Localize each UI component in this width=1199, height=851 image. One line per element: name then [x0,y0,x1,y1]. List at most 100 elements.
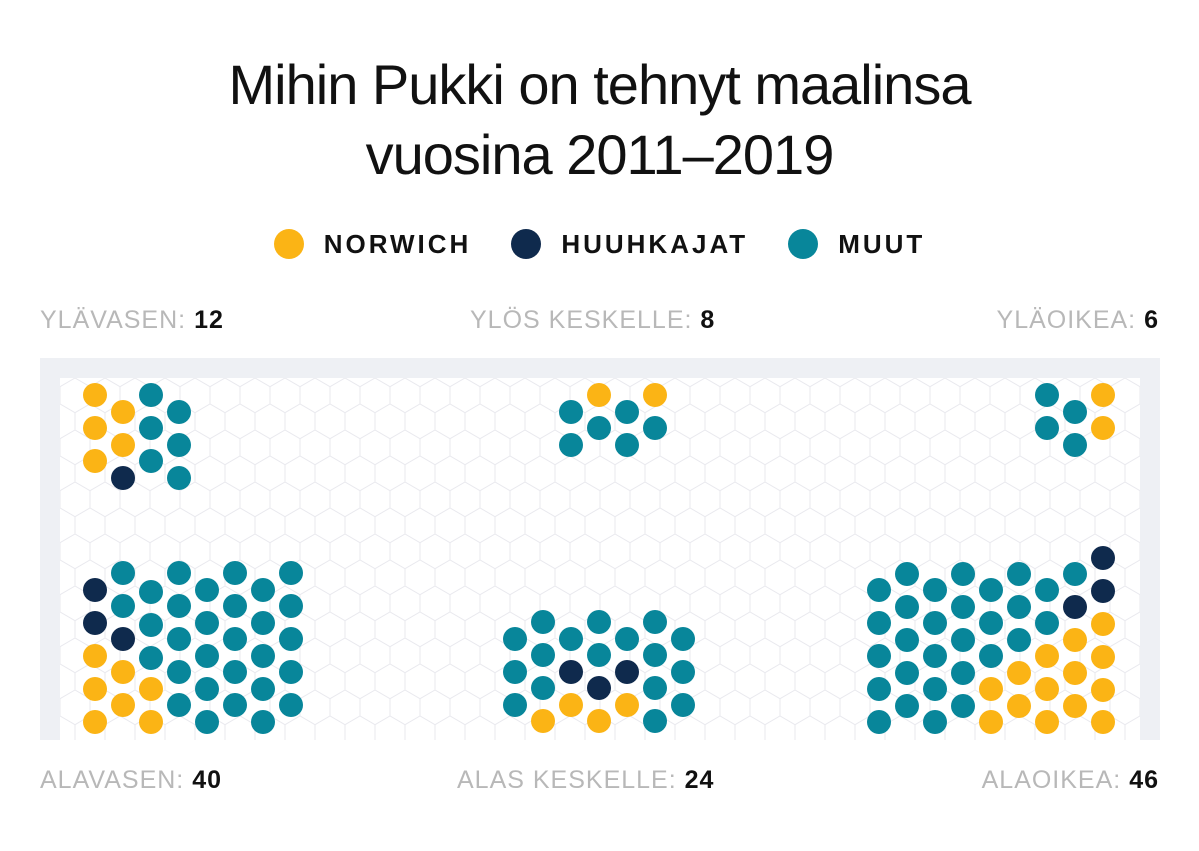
legend-dot-muut [788,229,819,259]
goal-dot-alaoikea-43 [1091,612,1115,636]
goal-dot-alavasen-8 [111,627,135,651]
zone-name-bottom-right: ALAOIKEA: [981,766,1122,794]
goal-dot-alavasen-35 [279,627,303,651]
zone-name-bottom-center: ALAS KESKELLE: [457,766,677,794]
goal-dot-alaoikea-27 [1007,595,1031,619]
goal-dot-alaoikea-36 [1063,562,1087,586]
goal-dot-alaoikea-39 [1063,661,1087,685]
goal-dot-alaoikea-30 [1007,694,1031,718]
goal-dots [83,383,1115,734]
goal-dot-alaoikea-15 [923,710,947,734]
zone-count-bottom-right: 46 [1129,766,1159,794]
goal-dot-yl-s-keskelle-5 [615,400,639,424]
goal-dot-alavasen-36 [279,594,303,618]
goal-dot-alaoikea-8 [895,628,919,652]
goal-dot-alaoikea-11 [923,578,947,602]
goal-dot-yl-vasen-4 [111,400,135,424]
legend-dot-norwich [273,229,304,259]
goal-dot-alas-keskelle-20 [643,676,667,700]
goal-dot-alavasen-28 [251,710,275,734]
goal-dot-alavasen-37 [279,561,303,585]
goal-dot-alaoikea-31 [1035,578,1059,602]
goal-dot-alaoikea-29 [1007,661,1031,685]
goal-dot-alaoikea-10 [895,694,919,718]
goal-dot-alas-keskelle-22 [671,660,695,684]
goal-dot-alavasen-29 [251,677,275,701]
goal-dot-alas-keskelle-19 [643,643,667,667]
goal-dot-alas-keskelle-7 [531,709,555,733]
goal-dot-alas-keskelle-15 [615,627,639,651]
goal-dot-alaoikea-5 [867,710,891,734]
zone-count-top-center: 8 [700,306,716,334]
legend-dot-huuhkajat [511,229,542,259]
legend-item-muut: MUUT [788,229,925,260]
zone-count-top-right: 6 [1144,306,1159,334]
goal-dot-alas-keskelle-24 [643,709,667,733]
zone-name-bottom-left: ALAVASEN: [40,766,185,794]
goal-dot-alaoikea-4 [867,677,891,701]
goal-dot-yl-s-keskelle-6 [615,433,639,457]
legend-label-huuhkajat: HUUHKAJAT [561,228,749,259]
goal-dot-alavasen-19 [195,677,219,701]
goal-dot-yl-vasen-3 [83,449,107,473]
goal-dot-yl-oikea-5 [1091,383,1115,407]
zone-label-top-left: YLÄVASEN: 12 [40,306,224,335]
chart-title-line-1: Mihin Pukki on tehnyt maalinsa [228,53,972,116]
goal-dot-alavasen-22 [195,578,219,602]
goal-dot-yl-s-keskelle-8 [643,416,667,440]
goal-dot-alas-keskelle-21 [671,627,695,651]
goal-dot-alavasen-4 [83,611,107,635]
goal-dot-yl-s-keskelle-3 [587,383,611,407]
goal-dot-alavasen-9 [111,594,135,618]
goal-dot-alavasen-14 [167,660,191,684]
goal-dot-alavasen-33 [279,693,303,717]
goal-dot-alas-keskelle-2 [503,660,527,684]
goal-dot-alaoikea-28 [1007,628,1031,652]
goal-dot-alas-keskelle-13 [587,676,611,700]
goal-dot-alavasen-21 [195,611,219,635]
goal-dot-alavasen-17 [167,561,191,585]
goal-dot-alas-keskelle-14 [587,709,611,733]
goal-dot-alaoikea-44 [1091,645,1115,669]
goal-dot-alavasen-10 [111,561,135,585]
goal-dot-alavasen-18 [195,710,219,734]
zone-count-bottom-left: 40 [192,766,223,794]
goal-dot-alas-keskelle-9 [559,660,583,684]
goal-dot-alavasen-30 [251,644,275,668]
goal-dot-alaoikea-35 [1035,710,1059,734]
zone-label-bottom-right: ALAOIKEA: 46 [982,766,1159,795]
goal-dot-alas-keskelle-1 [503,627,527,651]
goal-dot-alaoikea-23 [979,644,1003,668]
goal-dot-alavasen-32 [251,578,275,602]
goal-dot-alas-keskelle-5 [531,643,555,667]
goal-dot-alas-keskelle-11 [587,610,611,634]
zone-count-bottom-center: 24 [684,766,715,794]
goal-dot-alaoikea-25 [979,710,1003,734]
goal-dot-yl-oikea-3 [1063,400,1087,424]
goal-dot-alaoikea-33 [1035,644,1059,668]
zone-label-bottom-center: ALAS KESKELLE: 24 [457,766,714,795]
zone-name-top-right: YLÄOIKEA: [996,306,1137,334]
chart-title: Mihin Pukki on tehnyt maalinsa vuosina 2… [0,50,1199,190]
goal-dot-yl-vasen-9 [139,449,163,473]
goal-dot-alaoikea-34 [1035,677,1059,701]
goal-dot-alas-keskelle-16 [615,660,639,684]
goal-dot-yl-oikea-1 [1035,383,1059,407]
goal-dot-alas-keskelle-23 [671,693,695,717]
goal-dot-yl-s-keskelle-2 [559,433,583,457]
zone-label-bottom-left: ALAVASEN: 40 [40,766,222,795]
goal-dot-alaoikea-12 [923,611,947,635]
legend-item-norwich: NORWICH [273,229,472,260]
goal-dot-alavasen-40 [139,646,163,670]
goal-dot-alavasen-24 [223,660,247,684]
goal-dot-alaoikea-19 [951,661,975,685]
goal-dot-alaoikea-17 [951,595,975,619]
goal-dot-alavasen-34 [279,660,303,684]
goal-dot-yl-s-keskelle-7 [643,383,667,407]
goal-dot-alavasen-39 [139,613,163,637]
goal-dot-alaoikea-24 [979,677,1003,701]
goal-dot-yl-vasen-7 [139,383,163,407]
goal-dot-alas-keskelle-17 [615,693,639,717]
goal-dot-yl-vasen-11 [167,433,191,457]
